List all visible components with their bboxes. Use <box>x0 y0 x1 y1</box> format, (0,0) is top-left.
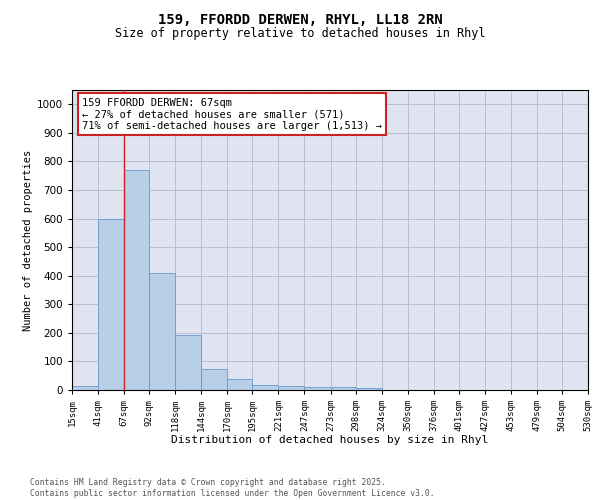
Bar <box>72 386 98 390</box>
Bar <box>201 368 227 390</box>
X-axis label: Distribution of detached houses by size in Rhyl: Distribution of detached houses by size … <box>172 436 488 446</box>
Text: Contains HM Land Registry data © Crown copyright and database right 2025.
Contai: Contains HM Land Registry data © Crown c… <box>30 478 434 498</box>
Bar <box>331 386 356 390</box>
Bar <box>124 170 149 390</box>
Bar <box>149 273 175 390</box>
Bar <box>98 218 124 390</box>
Text: Size of property relative to detached houses in Rhyl: Size of property relative to detached ho… <box>115 28 485 40</box>
Bar <box>227 380 253 390</box>
Text: 159 FFORDD DERWEN: 67sqm
← 27% of detached houses are smaller (571)
71% of semi-: 159 FFORDD DERWEN: 67sqm ← 27% of detach… <box>82 98 382 130</box>
Bar <box>356 388 382 390</box>
Bar <box>253 385 278 390</box>
Text: 159, FFORDD DERWEN, RHYL, LL18 2RN: 159, FFORDD DERWEN, RHYL, LL18 2RN <box>158 12 442 26</box>
Bar <box>304 386 331 390</box>
Bar <box>175 335 201 390</box>
Y-axis label: Number of detached properties: Number of detached properties <box>23 150 32 330</box>
Bar <box>278 386 304 390</box>
